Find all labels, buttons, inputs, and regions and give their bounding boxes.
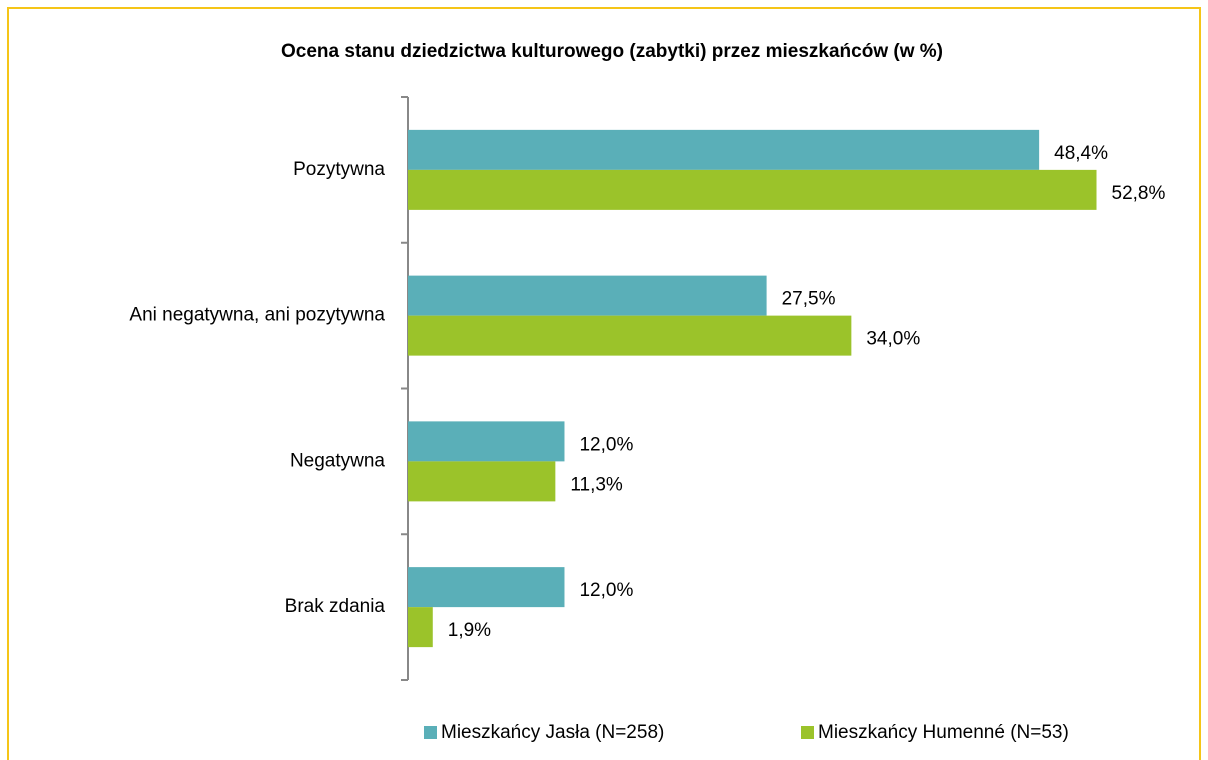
bar xyxy=(408,421,565,462)
value-label: 48,4% xyxy=(1054,143,1108,164)
legend-swatch xyxy=(801,726,814,739)
legend-label: Mieszkańcy Humenné (N=53) xyxy=(818,722,1069,743)
legend-swatch xyxy=(424,726,437,739)
bar xyxy=(408,169,1097,210)
bar xyxy=(408,567,565,608)
bar xyxy=(408,461,556,502)
frame xyxy=(7,7,1201,760)
chart-title: Ocena stanu dziedzictwa kulturowego (zab… xyxy=(281,41,943,62)
bar xyxy=(408,607,433,648)
value-label: 34,0% xyxy=(866,329,920,350)
value-label: 11,3% xyxy=(570,474,623,495)
value-label: 52,8% xyxy=(1112,183,1166,204)
category-label: Pozytywna xyxy=(293,159,385,180)
category-label: Negatywna xyxy=(290,450,385,471)
value-label: 12,0% xyxy=(579,580,633,601)
value-label: 12,0% xyxy=(579,434,633,455)
category-label: Brak zdania xyxy=(285,596,386,617)
bar xyxy=(408,315,852,356)
bar xyxy=(408,129,1040,170)
category-label: Ani negatywna, ani pozytywna xyxy=(129,305,385,326)
legend-label: Mieszkańcy Jasła (N=258) xyxy=(441,722,664,743)
value-label: 27,5% xyxy=(782,289,836,310)
value-label: 1,9% xyxy=(448,620,491,641)
bar xyxy=(408,275,767,316)
